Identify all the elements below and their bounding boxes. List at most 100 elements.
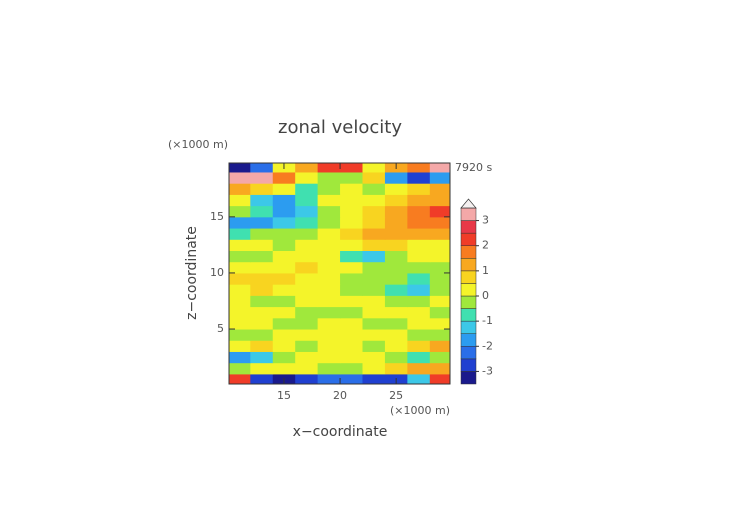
cell [229,228,251,240]
cell [295,216,319,229]
cell [272,194,296,207]
x-tick-label: 15 [277,389,291,402]
cell [340,163,363,173]
x-tick-label: 20 [333,389,347,402]
cell [250,183,274,195]
cell [317,340,341,352]
cell [250,340,274,352]
colorbar-band [460,371,477,385]
colorbar-band [460,220,477,234]
cell [407,317,431,330]
cell [407,194,431,207]
cell [229,306,251,319]
cell [295,329,319,341]
field [229,163,450,384]
cell [340,171,363,184]
cell [229,194,251,207]
cell [407,284,431,296]
cell [250,284,274,296]
cell [340,306,363,319]
colorbar-band [460,358,477,372]
cell [317,183,341,195]
colorbar-band [460,270,477,284]
cell [250,163,274,173]
cell [317,284,341,296]
cell [272,295,296,308]
cell [229,373,251,384]
colorbar-band [460,283,477,297]
cell [384,194,408,207]
cell [229,239,251,252]
colorbar-band [460,232,477,246]
cell [229,261,251,274]
cell [295,261,319,274]
colorbar-tick-label: 1 [482,264,489,277]
cell [317,317,341,330]
colorbar-band [460,308,477,322]
cell [407,295,431,308]
colorbar-tick-label: -2 [482,339,493,352]
cell [317,205,341,218]
cell [362,261,386,274]
cell [340,295,363,308]
cell [429,306,450,319]
cell [295,295,319,308]
cell [362,205,386,218]
cell [362,272,386,285]
cell [429,362,450,375]
cell [340,194,363,207]
cell [407,351,431,364]
cell [362,351,386,364]
cell [317,272,341,285]
cell [340,284,363,296]
cell [407,205,431,218]
cell [272,306,296,319]
cell [272,284,296,296]
cell [362,317,386,330]
colorbar-band [460,207,477,221]
cell [317,351,341,364]
cell [340,250,363,263]
cell [429,317,450,330]
cell [317,163,341,173]
cell [229,284,251,296]
cell [295,373,319,384]
plot-frame [228,162,451,385]
colorbar-band [460,346,477,360]
cell [272,171,296,184]
colorbar-tick-label: -1 [482,314,493,327]
cell [407,261,431,274]
cell [384,351,408,364]
colorbar-tick-label: -3 [482,364,493,377]
cell [295,194,319,207]
y-tick-label: 5 [217,322,224,335]
cell [429,163,450,173]
cell [384,329,408,341]
cell [407,362,431,375]
cell [429,272,450,285]
cell [295,171,319,184]
cell [362,250,386,263]
cell [407,272,431,285]
chart-title: zonal velocity [278,117,402,138]
cell [295,183,319,195]
cell [250,205,274,218]
cell [429,228,450,240]
cell [340,373,363,384]
cell [229,171,251,184]
cell [384,183,408,195]
cell [250,194,274,207]
cell [229,317,251,330]
cell [384,250,408,263]
cell [407,340,431,352]
cell [295,284,319,296]
cell [407,239,431,252]
cell [317,239,341,252]
cell [407,183,431,195]
cell [272,272,296,285]
cell [384,205,408,218]
cell [250,228,274,240]
cell [317,250,341,263]
cell [384,228,408,240]
